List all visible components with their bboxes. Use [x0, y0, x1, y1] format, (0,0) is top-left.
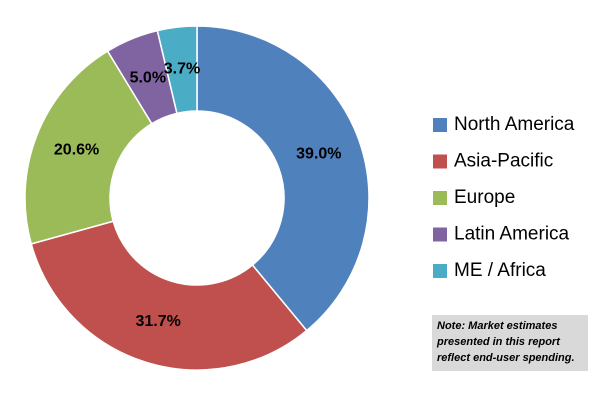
legend-label: Latin America: [454, 224, 570, 245]
legend-label: Europe: [454, 187, 515, 208]
value-label: 3.7%: [164, 61, 200, 78]
note-text: Note: Market estimates: [437, 320, 557, 332]
value-label: 31.7%: [135, 313, 180, 330]
donut-slice: [24, 50, 153, 245]
donut-slice: [156, 25, 198, 115]
legend-swatch: [433, 118, 447, 132]
note-box: [432, 315, 588, 371]
legend-label: Asia-Pacific: [454, 151, 553, 172]
donut-slice: [196, 25, 370, 332]
legend-swatch: [433, 191, 447, 205]
legend-label: North America: [454, 114, 575, 135]
legend-swatch: [433, 264, 447, 278]
legend-swatch: [433, 154, 447, 169]
legend-label: ME / Africa: [454, 260, 546, 281]
donut-slice: [30, 220, 308, 371]
value-label: 5.0%: [130, 69, 166, 86]
note-text: presented in this report: [436, 336, 561, 348]
value-label: 20.6%: [54, 142, 99, 159]
value-label: 39.0%: [296, 145, 341, 162]
note-text: reflect end-user spending.: [437, 352, 575, 364]
legend-swatch: [433, 227, 447, 242]
